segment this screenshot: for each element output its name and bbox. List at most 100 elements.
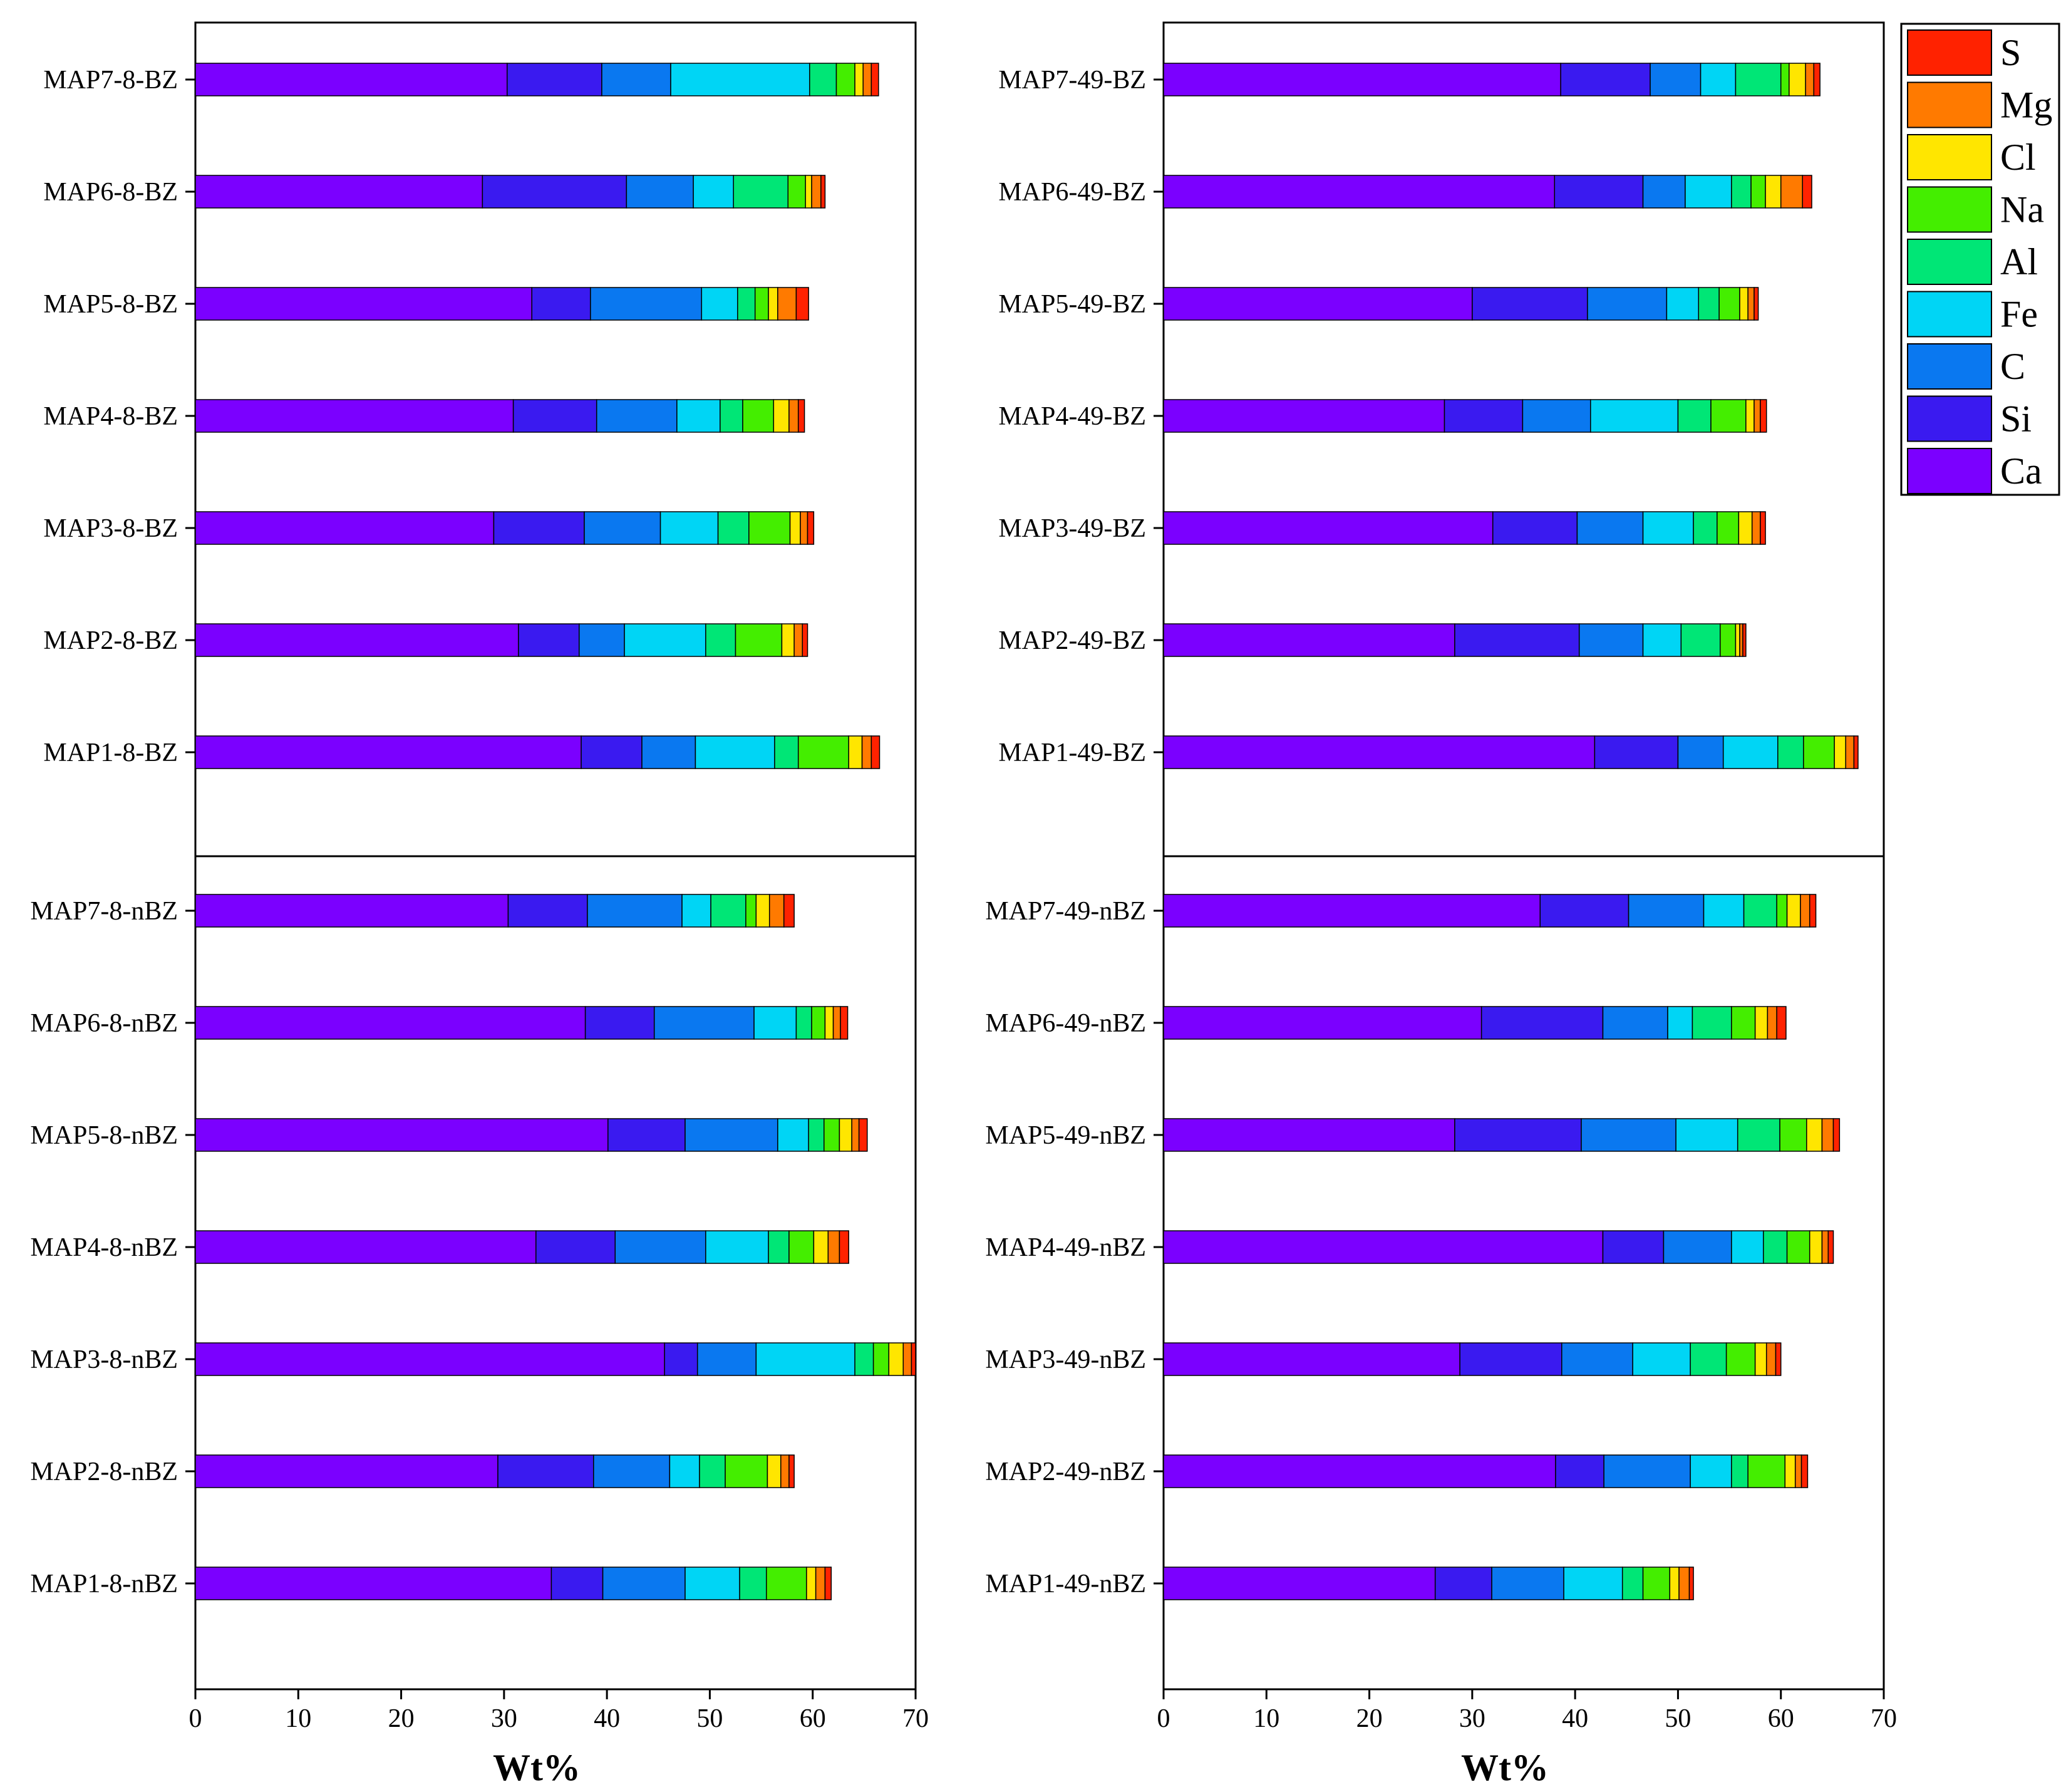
category-label-MAP4-49-nBZ: MAP4-49-nBZ	[985, 1233, 1146, 1262]
bar-segment-MAP2-49-BZ-Na	[1720, 623, 1737, 657]
bar-segment-MAP4-49-nBZ-C	[1663, 1230, 1732, 1264]
bar-segment-MAP5-49-nBZ-S	[1832, 1118, 1841, 1152]
bar-segment-MAP4-8-nBZ-S	[839, 1230, 849, 1264]
bar-segment-MAP4-49-nBZ-Si	[1602, 1230, 1665, 1264]
bar-segment-MAP4-8-nBZ-Si	[535, 1230, 616, 1264]
bar-segment-MAP1-8-nBZ-Mg	[815, 1567, 826, 1600]
bar-segment-MAP2-8-BZ-Mg	[793, 623, 803, 657]
x-tick-label-left-40: 40	[594, 1704, 620, 1733]
x-tick-label-left-20: 20	[388, 1704, 415, 1733]
bar-segment-MAP6-49-BZ-Na	[1750, 175, 1766, 209]
bar-segment-MAP5-8-nBZ-Al	[808, 1118, 825, 1152]
bar-segment-MAP6-49-BZ-C	[1642, 175, 1686, 209]
x-tick-label-right-30: 30	[1459, 1704, 1485, 1733]
bar-segment-MAP4-49-BZ-Si	[1444, 399, 1524, 433]
bar-segment-MAP6-8-nBZ-C	[653, 1006, 755, 1040]
bar-segment-MAP2-8-nBZ-Si	[497, 1454, 594, 1488]
bar-segment-MAP3-49-BZ-Si	[1492, 511, 1578, 545]
bar-segment-MAP5-49-nBZ-Ca	[1163, 1118, 1455, 1152]
bar-segment-MAP7-8-BZ-Cl	[854, 63, 864, 96]
bar-segment-MAP7-49-BZ-Mg	[1805, 63, 1815, 96]
legend-label-Mg: Mg	[2000, 85, 2052, 126]
bar-segment-MAP5-49-nBZ-Cl	[1806, 1118, 1823, 1152]
legend-swatch-Cl	[1907, 134, 1992, 180]
x-axis-title-right: Wt%	[1461, 1747, 1549, 1788]
bar-segment-MAP3-8-BZ-Ca	[195, 511, 495, 545]
bar-segment-MAP2-49-nBZ-Fe	[1690, 1454, 1732, 1488]
bar-segment-MAP5-8-BZ-Na	[754, 287, 769, 321]
bar-segment-MAP4-49-BZ-Na	[1710, 399, 1747, 433]
bar-segment-MAP5-8-BZ-Mg	[777, 287, 797, 321]
legend-label-Fe: Fe	[2000, 294, 2038, 335]
bar-segment-MAP3-49-nBZ-Fe	[1632, 1342, 1691, 1376]
category-label-MAP1-49-nBZ: MAP1-49-nBZ	[985, 1570, 1146, 1598]
legend-swatch-S	[1907, 29, 1992, 76]
bar-segment-MAP1-8-BZ-Mg	[861, 735, 872, 769]
x-tick-label-right-40: 40	[1562, 1704, 1588, 1733]
bar-segment-MAP3-49-BZ-Mg	[1751, 511, 1761, 545]
bar-segment-MAP7-8-BZ-Al	[809, 63, 837, 96]
bar-segment-MAP3-49-nBZ-Si	[1459, 1342, 1562, 1376]
bar-segment-MAP7-8-BZ-S	[870, 63, 879, 96]
bar-segment-MAP4-49-BZ-S	[1760, 399, 1767, 433]
bar-segment-MAP7-8-BZ-Na	[835, 63, 855, 96]
bar-segment-MAP7-49-BZ-S	[1813, 63, 1821, 96]
bar-segment-MAP7-8-BZ-Mg	[862, 63, 872, 96]
legend-swatch-Al	[1907, 239, 1992, 285]
bar-segment-MAP1-49-BZ-Mg	[1845, 735, 1855, 769]
bar-segment-MAP3-49-nBZ-Na	[1725, 1342, 1756, 1376]
category-label-MAP7-8-nBZ: MAP7-8-nBZ	[30, 897, 178, 926]
bar-segment-MAP3-8-nBZ-Cl	[888, 1342, 904, 1376]
legend-label-C: C	[2000, 346, 2025, 387]
bar-segment-MAP5-8-BZ-C	[590, 287, 703, 321]
bar-segment-MAP2-8-nBZ-Na	[725, 1454, 768, 1488]
bar-segment-MAP6-8-nBZ-Si	[584, 1006, 655, 1040]
bar-segment-MAP1-8-BZ-S	[870, 735, 881, 769]
bar-segment-MAP2-49-nBZ-Mg	[1794, 1454, 1802, 1488]
bar-segment-MAP4-8-nBZ-Fe	[705, 1230, 769, 1264]
bar-segment-MAP5-8-nBZ-S	[858, 1118, 868, 1152]
bar-segment-MAP7-8-nBZ-S	[783, 894, 795, 928]
bar-segment-MAP1-8-BZ-Ca	[195, 735, 582, 769]
bar-segment-MAP3-8-nBZ-C	[696, 1342, 757, 1376]
legend-swatch-Na	[1907, 186, 1992, 233]
x-tick-label-right-20: 20	[1356, 1704, 1383, 1733]
legend-label-Na: Na	[2000, 189, 2044, 230]
bar-segment-MAP5-49-nBZ-Na	[1779, 1118, 1807, 1152]
x-tick-label-right-60: 60	[1768, 1704, 1794, 1733]
bar-segment-MAP5-49-BZ-Cl	[1739, 287, 1748, 321]
category-label-MAP1-49-BZ: MAP1-49-BZ	[998, 738, 1146, 767]
bar-segment-MAP6-49-nBZ-Cl	[1754, 1006, 1769, 1040]
bar-segment-MAP3-8-BZ-Si	[493, 511, 585, 545]
bar-segment-MAP3-8-nBZ-Mg	[902, 1342, 912, 1376]
bar-segment-MAP1-8-nBZ-C	[602, 1567, 686, 1600]
bar-segment-MAP4-49-nBZ-Mg	[1821, 1230, 1829, 1264]
bar-segment-MAP4-8-BZ-Fe	[676, 399, 721, 433]
bar-segment-MAP2-8-nBZ-Ca	[195, 1454, 498, 1488]
bar-segment-MAP6-8-nBZ-Al	[795, 1006, 812, 1040]
legend-label-Si: Si	[2000, 398, 2032, 440]
bar-segment-MAP3-49-nBZ-C	[1561, 1342, 1633, 1376]
bar-segment-MAP5-49-nBZ-C	[1581, 1118, 1676, 1152]
panel-8-nBZ: MAP7-8-nBZ MAP6-8-nBZ MAP5-8-nBZ MAP4-8-nBZ…	[30, 894, 916, 1600]
bar-segment-MAP5-49-nBZ-Fe	[1675, 1118, 1738, 1152]
bar-segment-MAP7-49-nBZ-Al	[1743, 894, 1777, 928]
bar-segment-MAP3-8-BZ-Fe	[659, 511, 719, 545]
bar-segment-MAP1-8-nBZ-Na	[766, 1567, 807, 1600]
bar-segment-MAP1-49-BZ-Cl	[1834, 735, 1846, 769]
bar-segment-MAP4-8-nBZ-Mg	[827, 1230, 840, 1264]
bar-segment-MAP7-49-BZ-Fe	[1700, 63, 1737, 96]
bar-segment-MAP2-49-nBZ-Si	[1555, 1454, 1604, 1488]
bar-segment-MAP6-49-BZ-Ca	[1163, 175, 1556, 209]
bar-segment-MAP5-49-nBZ-Al	[1737, 1118, 1780, 1152]
legend-swatch-Si	[1907, 395, 1992, 442]
x-tick-label-right-70: 70	[1871, 1704, 1897, 1733]
bar-segment-MAP6-49-nBZ-Fe	[1667, 1006, 1693, 1040]
panel-49-nBZ: MAP7-49-nBZ MAP6-49-nBZ MAP5-49-nBZ MAP4-49…	[985, 894, 1841, 1600]
bar-segment-MAP7-8-BZ-C	[601, 63, 671, 96]
bar-segment-MAP4-49-nBZ-Fe	[1731, 1230, 1764, 1264]
bar-segment-MAP3-49-nBZ-Al	[1690, 1342, 1727, 1376]
bar-segment-MAP4-49-BZ-Al	[1677, 399, 1712, 433]
bar-segment-MAP3-8-BZ-Cl	[789, 511, 801, 545]
bar-segment-MAP7-49-BZ-Na	[1780, 63, 1790, 96]
